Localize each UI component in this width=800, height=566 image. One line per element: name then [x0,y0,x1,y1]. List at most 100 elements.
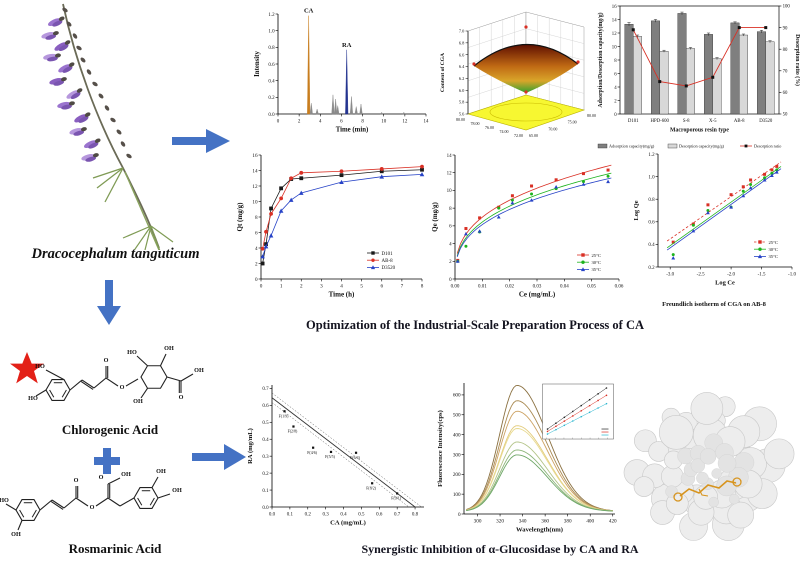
svg-text:8: 8 [449,207,452,212]
svg-text:X-5: X-5 [709,119,717,124]
svg-text:78.00: 78.00 [471,121,480,126]
svg-text:HO: HO [127,349,137,356]
svg-text:-2.5: -2.5 [697,273,705,278]
right-arrow-icon [192,444,246,470]
svg-text:O: O [179,394,184,401]
svg-text:F(5/5): F(5/5) [325,455,335,459]
svg-text:2: 2 [255,261,258,267]
svg-text:Macroporous resin type: Macroporous resin type [670,128,729,134]
svg-text:Log Ce: Log Ce [715,280,735,287]
svg-text:D3520: D3520 [759,119,773,124]
svg-text:12: 12 [402,120,408,125]
svg-text:0.8: 0.8 [268,46,275,51]
svg-text:0.6: 0.6 [376,513,383,518]
caption-top: Optimization of the Industrial-Scale Pre… [305,318,645,332]
svg-text:0.0: 0.0 [268,113,275,118]
svg-text:4: 4 [449,242,452,247]
svg-text:16: 16 [612,5,617,10]
svg-text:10: 10 [252,199,258,205]
svg-text:Wavelength(nm): Wavelength(nm) [516,527,563,534]
svg-text:16: 16 [252,153,258,159]
svg-text:CA: CA [304,8,314,15]
svg-text:Content of CGA: Content of CGA [440,53,446,92]
svg-text:F(8/2): F(8/2) [366,486,376,490]
svg-text:4: 4 [614,86,617,91]
svg-text:Log Qe: Log Qe [633,200,640,220]
svg-text:90: 90 [783,26,788,31]
svg-text:D101: D101 [628,119,639,124]
svg-text:6: 6 [340,120,343,125]
svg-text:70.00: 70.00 [548,126,557,131]
svg-text:Ce (mg/mL): Ce (mg/mL) [519,291,556,299]
svg-text:O: O [99,474,104,481]
svg-text:Fluorescence Intensity(cps): Fluorescence Intensity(cps) [437,410,444,487]
svg-text:0.06: 0.06 [615,285,624,290]
svg-text:1.2: 1.2 [268,13,275,18]
svg-text:0.2: 0.2 [268,96,275,101]
chlorogenic-acid-label: Chlorogenic Acid [61,422,159,437]
svg-text:RA (mg/mL): RA (mg/mL) [247,428,254,464]
svg-text:8: 8 [255,215,258,221]
svg-text:HO: HO [28,395,38,402]
svg-text:-1.0: -1.0 [788,273,796,278]
svg-text:0.1: 0.1 [262,489,269,494]
svg-text:OH: OH [172,487,182,494]
svg-text:35°C: 35°C [592,267,602,272]
svg-text:1: 1 [280,284,283,290]
svg-text:-3.0: -3.0 [666,273,674,278]
rosmarinic-acid-structure: HO OH O O O OH OH OH [0,452,220,542]
svg-text:76.00: 76.00 [485,125,494,130]
svg-text:Time (min): Time (min) [336,127,369,134]
svg-text:0.7: 0.7 [262,387,269,392]
svg-text:RA: RA [342,42,352,49]
svg-text:0.4: 0.4 [648,243,655,248]
svg-text:0.5: 0.5 [358,513,365,518]
svg-text:0: 0 [255,277,258,283]
fluorescence-spectra-chart: 300 320 340 360 380 400 420 0 100 200 300 400 500 600… [434,374,622,548]
svg-text:Time (h): Time (h) [329,291,355,299]
svg-text:12: 12 [612,32,617,37]
svg-text:0: 0 [614,113,617,118]
svg-text:Intensity: Intensity [254,51,261,77]
svg-text:75.00: 75.00 [568,120,577,125]
svg-text:F(6/4): F(6/4) [350,456,360,460]
svg-text:2: 2 [449,260,452,265]
svg-text:25°C: 25°C [592,253,602,258]
svg-text:2: 2 [300,284,303,290]
svg-text:-1.5: -1.5 [758,273,766,278]
svg-text:340: 340 [519,519,527,525]
svg-text:O: O [74,477,79,484]
svg-text:OH: OH [194,367,204,374]
svg-text:80: 80 [783,48,788,53]
svg-text:F(2/8): F(2/8) [288,430,298,434]
svg-text:Desorption capacity(mg/g): Desorption capacity(mg/g) [679,144,725,149]
svg-text:CA (mg/mL): CA (mg/mL) [330,520,366,527]
svg-text:10: 10 [447,189,453,194]
svg-text:0.8: 0.8 [412,513,419,518]
svg-text:OH: OH [164,345,174,352]
svg-text:4: 4 [319,120,322,125]
svg-text:6: 6 [614,72,617,77]
adsorption-isotherm-chart: 0.00 0.01 0.02 0.03 0.04 0.05 0.06 0 2 4 6 8 10 12 14 C… [428,146,628,312]
svg-text:72.00: 72.00 [514,133,523,138]
svg-text:4: 4 [255,246,258,252]
svg-text:0.7: 0.7 [394,513,401,518]
svg-text:80.00: 80.00 [587,113,596,118]
svg-text:300: 300 [474,519,482,525]
svg-text:1.0: 1.0 [648,175,655,180]
svg-text:F(4/6): F(4/6) [307,451,317,455]
svg-text:D101: D101 [382,252,394,257]
svg-text:0.6: 0.6 [262,404,269,409]
svg-text:S-8: S-8 [683,119,690,124]
svg-text:400: 400 [586,519,594,525]
svg-text:600: 600 [453,393,461,399]
svg-text:0: 0 [260,284,263,290]
svg-text:0: 0 [449,278,452,283]
svg-text:200: 200 [453,472,461,478]
svg-text:100: 100 [783,5,791,10]
svg-text:0.2: 0.2 [648,266,655,271]
chlorogenic-acid-structure: HO HO O O HO OH OH O OH [28,332,233,424]
down-arrow-icon [97,280,121,325]
svg-text:6.0: 6.0 [459,88,465,93]
